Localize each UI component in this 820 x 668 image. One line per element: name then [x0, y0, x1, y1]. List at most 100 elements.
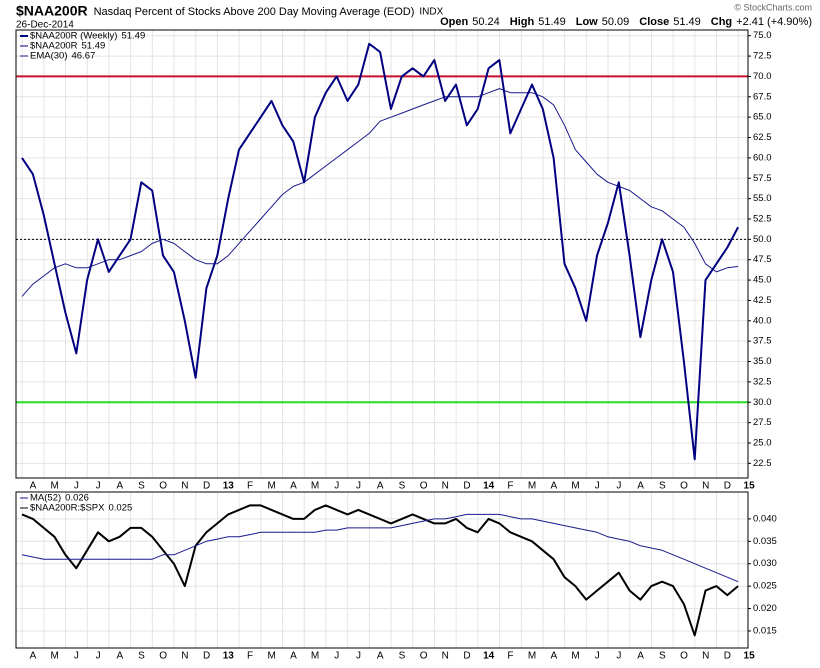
y-tick-label: 40.0	[753, 315, 772, 326]
y-tick-label: 22.5	[753, 458, 772, 469]
x-tick-label: D	[463, 651, 470, 662]
x-tick-label: 14	[483, 651, 495, 662]
x-tick-label: M	[311, 481, 319, 492]
description: Nasdaq Percent of Stocks Above 200 Day M…	[94, 6, 415, 18]
x-tick-label: O	[680, 651, 688, 662]
quote-label: High	[510, 16, 535, 28]
legend-label: $NAA200R (Weekly)	[30, 31, 117, 42]
y-tick-label: 0.015	[753, 625, 777, 636]
x-tick-label: A	[30, 651, 37, 662]
y-tick-label: 25.0	[753, 437, 772, 448]
x-tick-label: A	[116, 651, 123, 662]
x-tick-label: D	[724, 481, 731, 492]
plot	[21, 504, 739, 637]
x-tick-label: M	[268, 651, 276, 662]
x-tick-label: J	[96, 651, 101, 662]
x-tick-label: F	[507, 481, 513, 492]
x-tick-label: A	[30, 481, 37, 492]
x-tick-label: O	[680, 481, 688, 492]
y-tick-label: 50.0	[753, 234, 772, 245]
x-tick-label: J	[595, 481, 600, 492]
x-tick-label: F	[247, 481, 253, 492]
y-tick-label: 45.0	[753, 275, 772, 286]
x-tick-label: N	[442, 651, 449, 662]
y-tick-label: 27.5	[753, 417, 772, 428]
x-tick-label: S	[399, 481, 406, 492]
legend-value: 46.67	[71, 51, 95, 62]
x-tick-label: A	[290, 651, 297, 662]
quote-value: 50.24	[472, 16, 500, 28]
legend-label: EMA(30)	[30, 51, 67, 62]
x-tick-label: J	[616, 651, 621, 662]
x-tick-label: 15	[744, 651, 756, 662]
series-line	[21, 504, 739, 637]
y-tick-label: 55.0	[753, 193, 772, 204]
quote-label: Low	[576, 16, 598, 28]
y-tick-label: 0.040	[753, 513, 777, 524]
x-tick-label: D	[724, 651, 731, 662]
legend-value: 0.026	[65, 493, 89, 504]
x-tick-label: O	[159, 481, 167, 492]
x-tick-label: M	[528, 481, 536, 492]
x-tick-label: A	[377, 481, 384, 492]
symbol: $NAA200R	[16, 3, 88, 19]
x-tick-label: O	[420, 651, 428, 662]
x-tick-label: S	[138, 651, 145, 662]
y-tick-label: 0.030	[753, 558, 777, 569]
x-tick-label: A	[290, 481, 297, 492]
exchange: INDX	[419, 7, 443, 18]
x-tick-label: A	[116, 481, 123, 492]
panel-frame	[15, 29, 749, 479]
y-tick-label: 32.5	[753, 376, 772, 387]
y-tick-label: 37.5	[753, 336, 772, 347]
x-tick-label: A	[637, 651, 644, 662]
x-tick-label: M	[51, 481, 59, 492]
x-tick-label: F	[247, 651, 253, 662]
watermark: © StockCharts.com	[734, 2, 812, 12]
x-tick-label: S	[138, 481, 145, 492]
x-tick-label: S	[399, 651, 406, 662]
x-tick-label: N	[442, 481, 449, 492]
y-tick-label: 62.5	[753, 132, 772, 143]
x-tick-label: F	[507, 651, 513, 662]
legend-value: 51.49	[82, 41, 106, 52]
quote-value: 51.49	[673, 16, 701, 28]
y-tick-label: 0.025	[753, 581, 777, 592]
x-tick-label: J	[334, 651, 339, 662]
x-tick-label: N	[702, 651, 709, 662]
x-tick-label: 13	[223, 651, 235, 662]
y-tick-label: 52.5	[753, 213, 772, 224]
x-tick-label: A	[377, 651, 384, 662]
legend-value: 51.49	[121, 31, 145, 42]
legend-value: 0.025	[108, 503, 132, 514]
y-tick-label: 75.0	[753, 30, 772, 41]
quote-label: Close	[639, 16, 669, 28]
x-tick-label: O	[159, 651, 167, 662]
x-tick-label: D	[203, 651, 210, 662]
series-line	[21, 42, 739, 461]
x-tick-label: S	[659, 651, 666, 662]
x-tick-label: D	[203, 481, 210, 492]
plot	[21, 42, 739, 461]
x-tick-label: M	[311, 651, 319, 662]
x-tick-label: S	[659, 481, 666, 492]
quote-value: +2.41 (+4.90%)	[736, 16, 812, 28]
x-tick-label: 15	[744, 481, 756, 492]
quote-value: 51.49	[538, 16, 566, 28]
y-tick-label: 65.0	[753, 112, 772, 123]
series-line	[21, 513, 739, 583]
x-tick-label: J	[616, 481, 621, 492]
x-tick-label: J	[96, 481, 101, 492]
x-tick-label: O	[420, 481, 428, 492]
y-tick-label: 0.020	[753, 603, 777, 614]
y-tick-label: 70.0	[753, 71, 772, 82]
x-tick-label: D	[463, 481, 470, 492]
y-tick-label: 0.035	[753, 536, 777, 547]
x-tick-label: A	[550, 481, 557, 492]
x-tick-label: J	[74, 481, 79, 492]
x-tick-label: J	[356, 651, 361, 662]
y-tick-label: 57.5	[753, 173, 772, 184]
x-tick-label: M	[571, 651, 579, 662]
quote-label: Chg	[711, 16, 732, 28]
